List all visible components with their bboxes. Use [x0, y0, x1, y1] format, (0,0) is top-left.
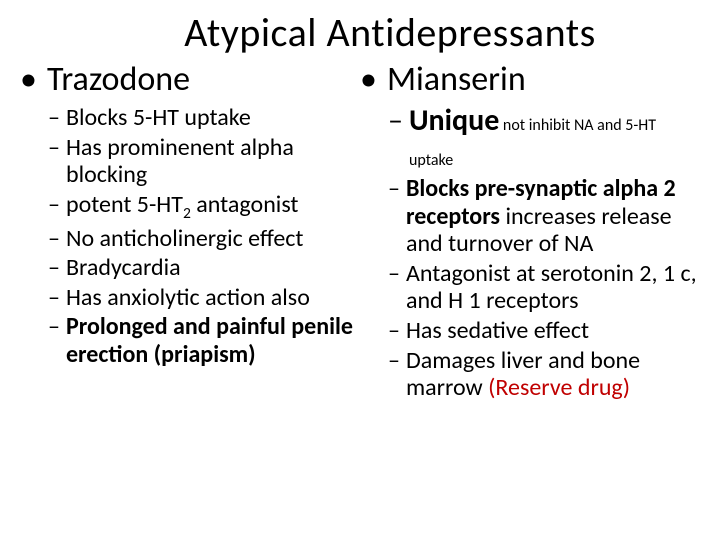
list-item-text: Blocks pre-synaptic alpha 2 receptors in… [406, 175, 700, 258]
list-item: –Antagonist at serotonin 2, 1 c, and H 1… [388, 260, 700, 315]
slide-title: Atypical Antidepressants [80, 8, 700, 57]
columns: • Trazodone –Blocks 5-HT uptake–Has prom… [20, 59, 700, 404]
list-item: –potent 5-HT2 antagonist [48, 191, 360, 223]
dash-icon: – [48, 225, 60, 253]
right-items: –Unique not inhibit NA and 5-HT uptake–B… [360, 104, 700, 402]
list-item: –Bradycardia [48, 254, 360, 282]
list-item-text: potent 5-HT2 antagonist [66, 191, 299, 223]
list-item-text: Has sedative effect [406, 317, 589, 345]
right-heading: Mianserin [387, 59, 526, 100]
list-item: –Damages liver and bone marrow (Reserve … [388, 347, 700, 402]
dash-icon: – [388, 347, 400, 402]
left-items: –Blocks 5-HT uptake–Has prominenent alph… [20, 104, 360, 368]
dash-icon: – [388, 317, 400, 345]
text-segment: (Reserve drug) [488, 373, 630, 402]
list-item-text: Antagonist at serotonin 2, 1 c, and H 1 … [406, 260, 700, 315]
dash-icon: – [48, 104, 60, 132]
list-item-text: Prolonged and painful penile erection (p… [66, 313, 360, 368]
dash-icon: – [388, 104, 403, 173]
left-heading-row: • Trazodone [20, 59, 360, 100]
list-item: –Blocks 5-HT uptake [48, 104, 360, 132]
bullet-icon: • [360, 63, 377, 97]
list-item-text: Bradycardia [66, 254, 181, 282]
dash-icon: – [48, 134, 60, 189]
text-segment: Unique [409, 102, 499, 139]
right-column: • Mianserin –Unique not inhibit NA and 5… [360, 59, 700, 404]
slide: Atypical Antidepressants • Trazodone –Bl… [0, 0, 720, 540]
dash-icon: – [388, 175, 400, 258]
list-item-text: Has anxiolytic action also [66, 284, 310, 312]
list-item-text: Has prominenent alpha blocking [66, 134, 360, 189]
right-heading-row: • Mianserin [360, 59, 700, 100]
dash-icon: – [48, 284, 60, 312]
list-item-text: No anticholinergic effect [66, 225, 304, 253]
bullet-icon: • [20, 63, 37, 97]
list-item: –Prolonged and painful penile erection (… [48, 313, 360, 368]
list-item: –Has prominenent alpha blocking [48, 134, 360, 189]
dash-icon: – [48, 254, 60, 282]
list-item-text: Damages liver and bone marrow (Reserve d… [406, 347, 700, 402]
dash-icon: – [48, 191, 60, 223]
left-column: • Trazodone –Blocks 5-HT uptake–Has prom… [20, 59, 360, 404]
list-item-text: Unique not inhibit NA and 5-HT uptake [409, 104, 700, 173]
list-item: –No anticholinergic effect [48, 225, 360, 253]
dash-icon: – [388, 260, 400, 315]
left-heading: Trazodone [47, 59, 190, 100]
list-item: –Has anxiolytic action also [48, 284, 360, 312]
list-item-text: Blocks 5-HT uptake [66, 104, 251, 132]
list-item: –Blocks pre-synaptic alpha 2 receptors i… [388, 175, 700, 258]
dash-icon: – [48, 313, 60, 368]
list-item: –Has sedative effect [388, 317, 700, 345]
list-item: –Unique not inhibit NA and 5-HT uptake [388, 104, 700, 173]
